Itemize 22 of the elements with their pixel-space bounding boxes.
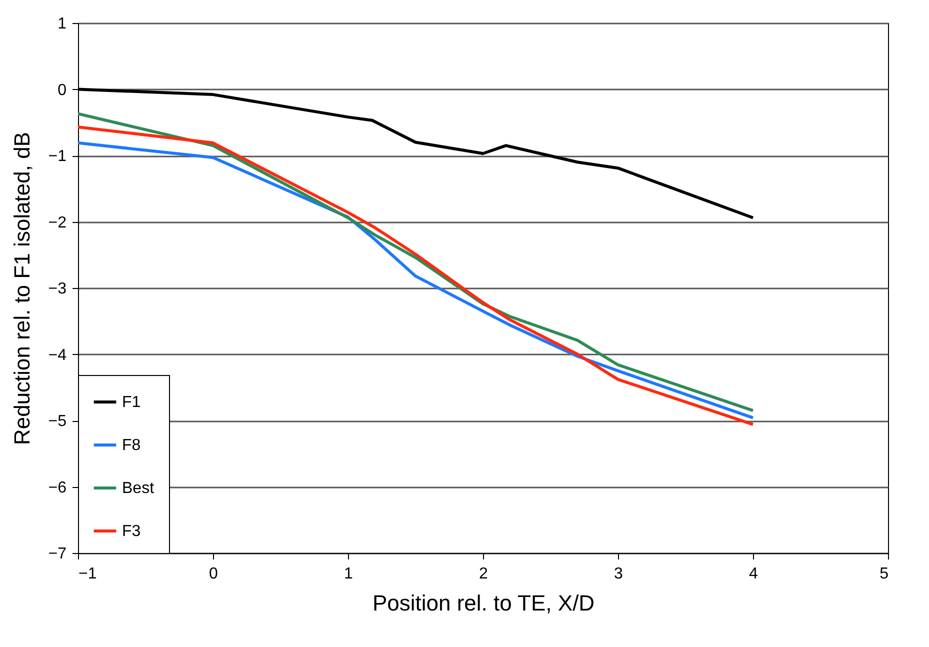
- y-tick-label: −3: [48, 280, 67, 298]
- x-axis-title: Position rel. to TE, X/D: [372, 590, 595, 616]
- x-tick-label: −1: [78, 566, 97, 582]
- x-tick-label: 5: [880, 566, 889, 582]
- x-tick-label: 1: [344, 566, 354, 582]
- x-tick-label: 4: [749, 566, 758, 582]
- y-tick-label: −7: [48, 546, 67, 562]
- y-tick-label: 0: [58, 82, 67, 99]
- x-tick-label: 0: [209, 566, 218, 582]
- legend-label: Best: [122, 480, 155, 497]
- x-tick-label: 2: [479, 566, 488, 582]
- y-tick-label: −4: [48, 346, 67, 364]
- y-tick-label: −5: [48, 413, 67, 430]
- y-axis-title: Reduction rel. to F1 isolated, dB: [9, 132, 34, 446]
- legend-label: F3: [122, 523, 141, 540]
- legend-label: F1: [122, 394, 141, 411]
- y-tick-label: −1: [48, 148, 67, 165]
- x-tick-label: 3: [614, 566, 624, 582]
- y-tick-label: 1: [58, 16, 67, 32]
- y-tick-label: −6: [48, 479, 67, 496]
- legend-label: F8: [122, 437, 141, 454]
- y-tick-label: −2: [48, 214, 67, 232]
